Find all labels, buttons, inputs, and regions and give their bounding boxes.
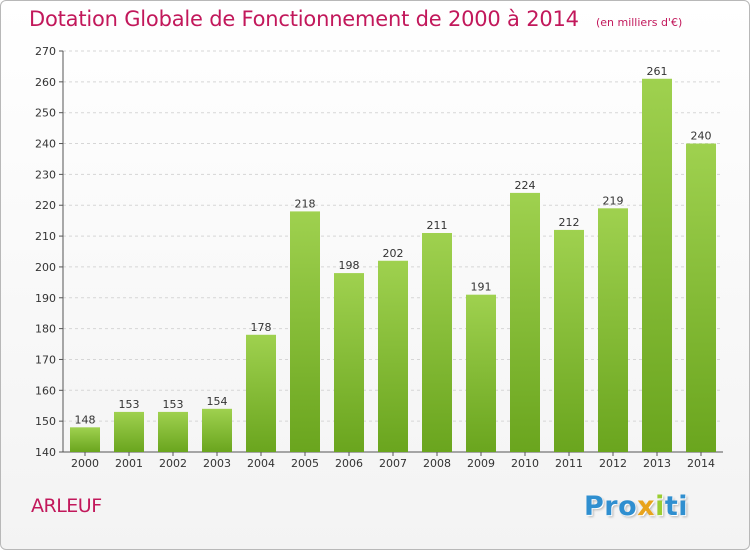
x-tick-label: 2014 <box>687 457 715 470</box>
y-tick-label: 180 <box>35 323 56 336</box>
y-tick-label: 140 <box>35 446 56 459</box>
bar <box>642 78 672 452</box>
bar <box>246 334 276 452</box>
x-tick-label: 2009 <box>467 457 495 470</box>
bar-value-label: 211 <box>427 219 448 232</box>
bar <box>466 294 496 452</box>
logo-part-pro: Pro <box>584 491 638 522</box>
commune-name: ARLEUF <box>31 495 102 517</box>
bar <box>554 229 584 452</box>
bar <box>334 273 364 452</box>
bar-value-label: 178 <box>251 321 272 334</box>
bar-value-label: 219 <box>603 194 624 207</box>
x-tick-label: 2001 <box>115 457 143 470</box>
x-tick-label: 2002 <box>159 457 187 470</box>
y-tick-label: 170 <box>35 353 56 366</box>
x-tick-label: 2003 <box>203 457 231 470</box>
y-tick-label: 260 <box>35 76 56 89</box>
bar-value-label: 261 <box>647 65 668 78</box>
chart-title-block: Dotation Globale de Fonctionnement de 20… <box>29 7 682 31</box>
bar <box>378 260 408 452</box>
x-tick-label: 2013 <box>643 457 671 470</box>
bar-value-label: 154 <box>207 395 228 408</box>
bar <box>70 427 100 452</box>
bar <box>290 211 320 452</box>
bar <box>686 143 716 453</box>
bar-value-label: 153 <box>163 398 184 411</box>
x-tick-label: 2006 <box>335 457 363 470</box>
bar-value-label: 148 <box>75 413 96 426</box>
proxiti-logo: Proxiti <box>584 491 688 522</box>
bar <box>202 408 232 452</box>
y-tick-label: 220 <box>35 199 56 212</box>
bar <box>422 232 452 452</box>
x-tick-label: 2011 <box>555 457 583 470</box>
y-tick-label: 200 <box>35 261 56 274</box>
x-tick-label: 2012 <box>599 457 627 470</box>
y-tick-label: 150 <box>35 415 56 428</box>
bar-value-label: 224 <box>515 179 536 192</box>
bar <box>598 208 628 452</box>
x-tick-label: 2005 <box>291 457 319 470</box>
bar <box>158 411 188 452</box>
bar-value-label: 218 <box>295 197 316 210</box>
y-tick-label: 230 <box>35 168 56 181</box>
x-tick-label: 2000 <box>71 457 99 470</box>
bar-value-label: 212 <box>559 216 580 229</box>
chart-title: Dotation Globale de Fonctionnement de 20… <box>29 7 579 31</box>
bar-value-label: 202 <box>383 247 404 260</box>
bar <box>510 192 540 452</box>
y-tick-label: 250 <box>35 107 56 120</box>
y-tick-label: 270 <box>35 45 56 58</box>
bar-value-label: 198 <box>339 259 360 272</box>
x-tick-label: 2007 <box>379 457 407 470</box>
y-tick-label: 210 <box>35 230 56 243</box>
y-tick-label: 160 <box>35 384 56 397</box>
bar-value-label: 153 <box>119 398 140 411</box>
bar-value-label: 240 <box>691 130 712 143</box>
logo-part-i: i <box>655 491 665 522</box>
logo-part-x: x <box>637 491 656 522</box>
y-tick-label: 240 <box>35 138 56 151</box>
x-tick-label: 2004 <box>247 457 275 470</box>
x-tick-label: 2008 <box>423 457 451 470</box>
logo-part-ti: ti <box>664 491 689 522</box>
chart-subtitle: (en milliers d'€) <box>595 16 683 29</box>
bar <box>114 411 144 452</box>
x-tick-label: 2010 <box>511 457 539 470</box>
bar-value-label: 191 <box>471 281 492 294</box>
y-tick-label: 190 <box>35 292 56 305</box>
